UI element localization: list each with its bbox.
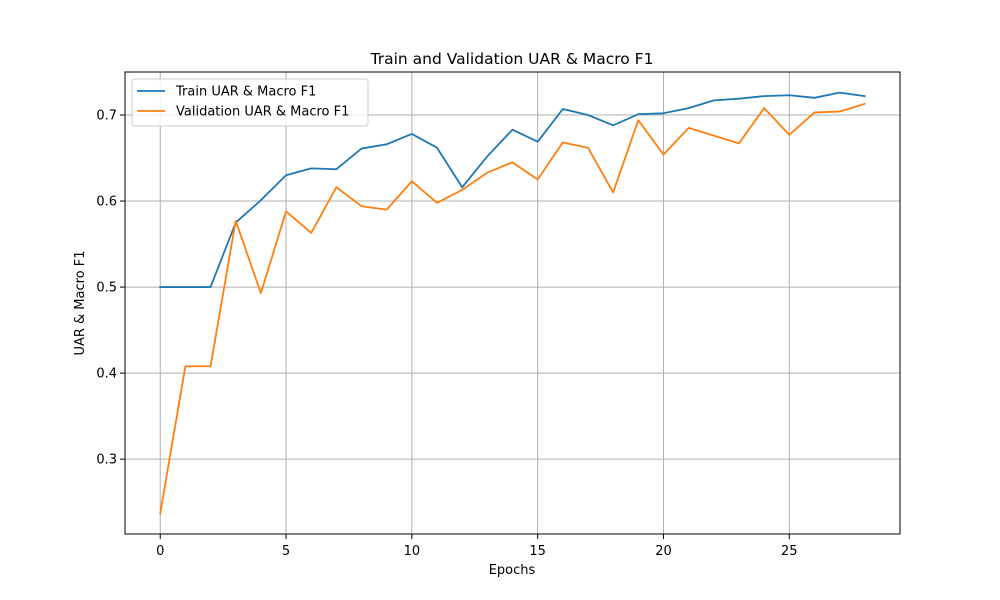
plot-area — [124, 71, 901, 535]
x-axis-ticks: 0 5 10 15 20 25 — [156, 534, 798, 559]
x-tick-label: 10 — [404, 544, 421, 559]
x-tick-label: 0 — [156, 544, 164, 559]
series-line-train — [159, 91, 866, 288]
y-tick-label: 0.7 — [96, 109, 117, 124]
y-axis-label: UAR & Macro F1 — [73, 250, 88, 355]
series-line-validation — [159, 102, 866, 515]
x-tick-label: 5 — [282, 544, 290, 559]
series-layer — [159, 91, 866, 515]
x-tick-label: 20 — [655, 544, 672, 559]
grid — [125, 72, 900, 534]
y-tick-label: 0.6 — [96, 195, 117, 210]
chart-title: Train and Validation UAR & Macro F1 — [370, 50, 654, 68]
y-tick-label: 0.5 — [96, 281, 117, 296]
y-axis-ticks: 0.3 0.4 0.5 0.6 0.7 — [96, 109, 125, 468]
x-tick-label: 25 — [781, 544, 798, 559]
legend-entries: Train UAR & Macro F1 Validation UAR & Mac… — [137, 85, 349, 120]
legend-label: Validation UAR & Macro F1 — [176, 105, 349, 120]
legend-label: Train UAR & Macro F1 — [175, 85, 316, 100]
legend-box — [131, 78, 369, 127]
x-tick-label: 15 — [529, 544, 546, 559]
y-tick-label: 0.3 — [96, 453, 117, 468]
y-tick-label: 0.4 — [96, 367, 117, 382]
legend: Train UAR & Macro F1 Validation UAR & Mac… — [131, 78, 369, 127]
x-axis-label: Epochs — [489, 563, 536, 578]
